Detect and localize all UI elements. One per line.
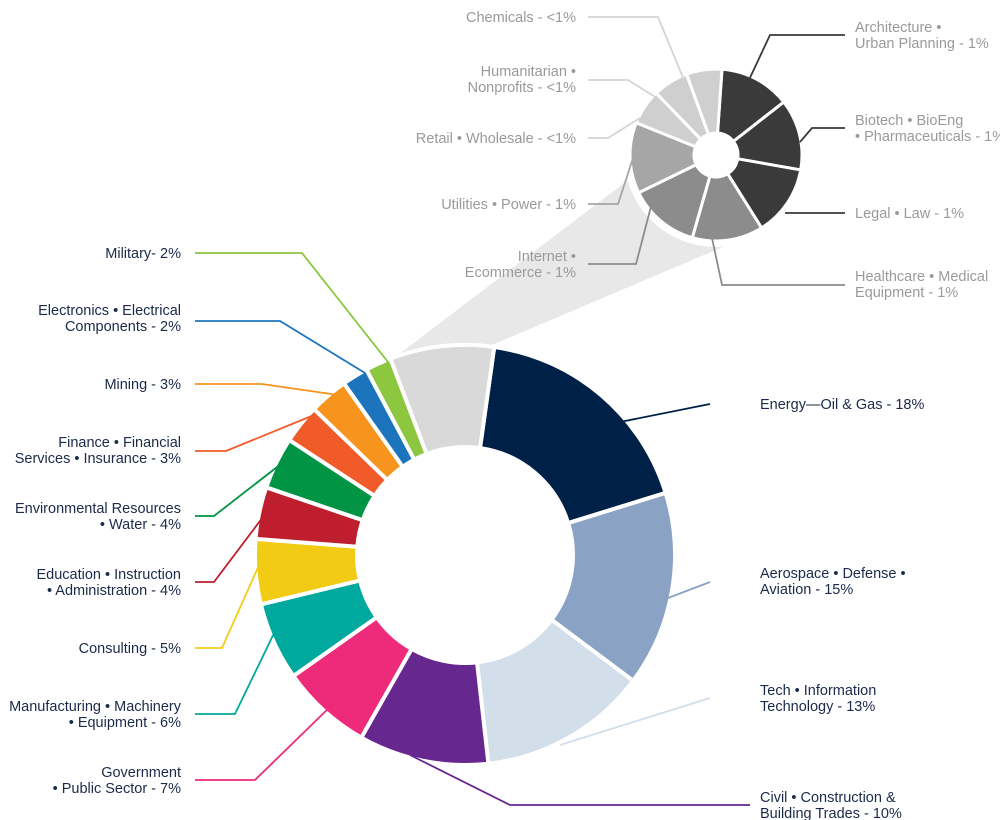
zoom-label-chemicals-1: Chemicals - <1%	[466, 10, 576, 26]
label-finance-financial-services-insurance-3: Finance • Financial Services • Insurance …	[15, 435, 181, 467]
label-line: Services • Insurance - 3%	[15, 451, 181, 467]
zoom-slice-architecture-urban-planning-1	[715, 67, 786, 144]
zoom-label-healthcare-medical-equipment-1: Healthcare • Medical Equipment - 1%	[855, 269, 988, 301]
label-line: • Equipment - 6%	[69, 715, 181, 731]
zoom-leader-utilities-power-1	[588, 154, 635, 205]
label-line: Building Trades - 10%	[760, 806, 902, 820]
label-education-instruction-administration-4: Education • Instruction • Administration …	[36, 567, 181, 599]
leader-military-2	[195, 252, 389, 363]
slice-aerospace-defense-aviation-15	[548, 490, 677, 684]
label-government-public-sector-7: Government • Public Sector - 7%	[53, 765, 181, 797]
zoom-leader-biotech-bioeng-pharmaceuticals-1	[799, 127, 845, 143]
label-civil-construction-building-trades-10: Civil • Construction & Building Trades - …	[760, 790, 902, 820]
leader-finance-financial-services-insurance-3	[195, 414, 315, 452]
label-line: Mining - 3%	[104, 377, 181, 393]
label-line: Environmental Resources	[15, 501, 181, 517]
leader-education-instruction-administration-4	[195, 504, 273, 583]
leader-civil-construction-building-trades-10	[409, 754, 750, 806]
zoom-slice-utilities-power-1	[628, 120, 699, 195]
label-line: Electronics • Electrical	[38, 303, 181, 319]
zoom-label-line: Internet •	[518, 249, 576, 265]
leader-consulting-5	[195, 562, 261, 649]
leader-tech-information-technology-13	[559, 697, 711, 746]
zoom-label-architecture-urban-planning-1: Architecture • Urban Planning - 1%	[855, 20, 989, 52]
zoom-slice-internet-ecommerce-1	[636, 162, 712, 240]
zoom-label-line: Equipment - 1%	[855, 285, 958, 301]
zoom-label-biotech-bioeng-pharmaceuticals-1: Biotech • BioEng • Pharmaceuticals - 1%	[855, 113, 1000, 145]
zoom-label-retail-wholesale-1: Retail • Wholesale - <1%	[416, 131, 576, 147]
slice-energy-oil-gas-18	[477, 344, 669, 526]
zoom-label-line: Urban Planning - 1%	[855, 36, 989, 52]
label-aerospace-defense-aviation-15: Aerospace • Defense • Aviation - 15%	[760, 566, 906, 598]
leader-government-public-sector-7	[195, 704, 333, 781]
zoom-leader-internet-ecommerce-1	[588, 194, 655, 265]
leader-manufacturing-machinery-equipment-6	[195, 624, 279, 715]
zoom-label-line: Ecommerce - 1%	[465, 265, 576, 281]
label-line: Consulting - 5%	[79, 641, 181, 657]
label-line: Aviation - 15%	[760, 582, 853, 598]
zoom-label-internet-ecommerce-1: Internet • Ecommerce - 1%	[465, 249, 576, 281]
zoom-slice-legal-law-1	[725, 157, 803, 230]
label-military-2: Military- 2%	[105, 246, 181, 262]
leader-environmental-resources-water-4	[195, 456, 291, 517]
label-line: Technology - 13%	[760, 699, 875, 715]
zoom-leader-humanitarian-nonprofits-1	[588, 79, 661, 101]
zoom-label-line: Humanitarian •	[481, 64, 576, 80]
zoom-label-line: Utilities • Power - 1%	[441, 197, 576, 213]
label-line: Finance • Financial	[58, 435, 181, 451]
leader-energy-oil-gas-18	[579, 403, 711, 431]
zoom-label-line: Biotech • BioEng	[855, 113, 963, 129]
zoom-label-line: • Pharmaceuticals - 1%	[855, 129, 1000, 145]
label-environmental-resources-water-4: Environmental Resources • Water - 4%	[15, 501, 181, 533]
leader-electronics-electrical-components-2	[195, 320, 366, 374]
zoom-leader-retail-wholesale-1	[588, 117, 641, 139]
label-electronics-electrical-components-2: Electronics • Electrical Components - 2%	[38, 303, 181, 335]
zoom-label-line: Retail • Wholesale - <1%	[416, 131, 576, 147]
leader-mining-3	[195, 383, 339, 396]
zoom-label-line: Nonprofits - <1%	[468, 80, 577, 96]
label-line: Civil • Construction &	[760, 790, 896, 806]
label-line: Government	[101, 765, 181, 781]
zoom-slice-chemicals-1	[684, 67, 724, 137]
zoom-label-legal-law-1: Legal • Law - 1%	[855, 206, 964, 222]
zoom-label-line: Healthcare • Medical	[855, 269, 988, 285]
label-line: Military- 2%	[105, 246, 181, 262]
label-line: Tech • Information	[760, 683, 876, 699]
leader-aerospace-defense-aviation-15	[667, 581, 711, 599]
label-line: Manufacturing • Machinery	[9, 699, 182, 715]
label-mining-3: Mining - 3%	[104, 377, 181, 393]
label-line: Education • Instruction	[36, 567, 181, 583]
zoom-label-line: Chemicals - <1%	[466, 10, 576, 26]
label-consulting-5: Consulting - 5%	[79, 641, 181, 657]
label-line: • Water - 4%	[100, 517, 181, 533]
label-manufacturing-machinery-equipment-6: Manufacturing • Machinery • Equipment - 6…	[9, 699, 182, 731]
zoom-leader-healthcare-medical-equipment-1	[711, 237, 845, 286]
zoom-label-line: Architecture •	[855, 20, 941, 36]
label-line: Aerospace • Defense •	[760, 566, 906, 582]
zoom-slice-biotech-bioeng-pharmaceuticals-1	[731, 99, 804, 172]
label-energy-oil-gas-18: Energy—Oil & Gas - 18%	[760, 397, 924, 413]
label-line: Components - 2%	[65, 319, 181, 335]
slice-other-industries	[387, 343, 497, 457]
label-line: • Public Sector - 7%	[53, 781, 181, 797]
label-line: • Administration - 4%	[47, 583, 181, 599]
label-line: Energy—Oil & Gas - 18%	[760, 397, 924, 413]
zoom-leader-chemicals-1	[588, 16, 685, 81]
zoom-label-humanitarian-nonprofits-1: Humanitarian • Nonprofits - <1%	[468, 64, 577, 96]
zoom-label-line: Legal • Law - 1%	[855, 206, 964, 222]
zoom-label-utilities-power-1: Utilities • Power - 1%	[441, 197, 576, 213]
zoom-slice-healthcare-medical-equipment-1	[690, 171, 764, 243]
zoom-leader-architecture-urban-planning-1	[747, 34, 845, 83]
label-tech-information-technology-13: Tech • Information Technology - 13%	[760, 683, 876, 715]
